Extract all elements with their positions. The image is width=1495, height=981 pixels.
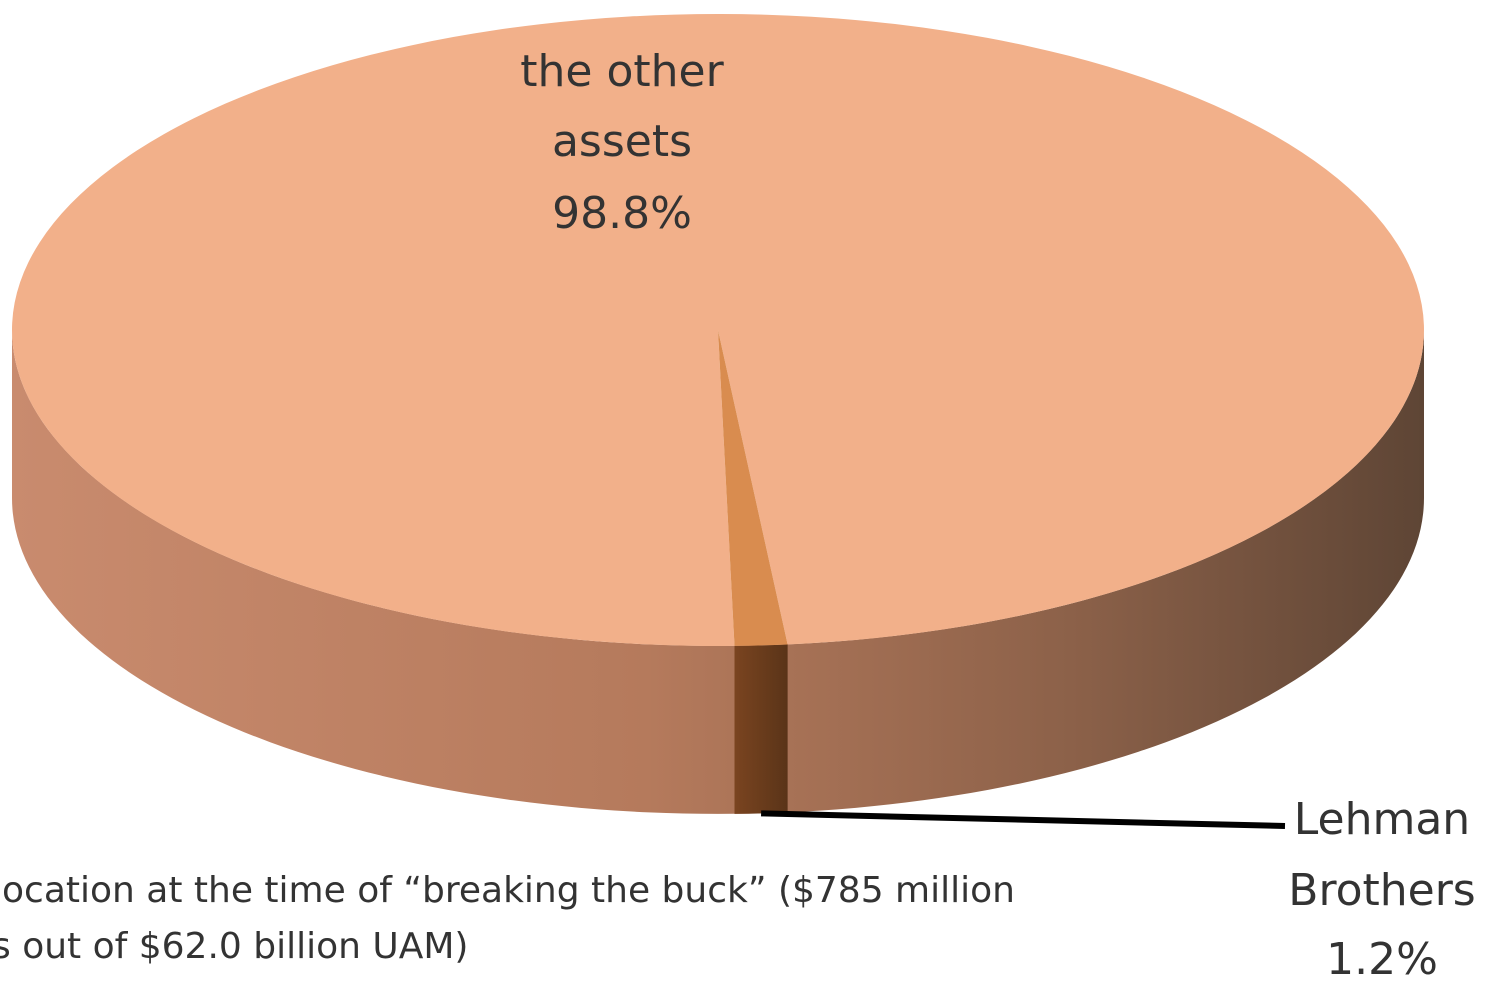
pie-side-main xyxy=(12,330,1424,814)
slice-label-other-assets-line2: assets xyxy=(552,116,692,167)
caption-line-2: s out of $62.0 billion UAM) xyxy=(0,926,468,967)
slice-label-lehman-line1: Lehman xyxy=(1294,794,1470,845)
pie-slice-other-assets xyxy=(11,14,1424,647)
slice-label-lehman-line2: Brothers xyxy=(1288,865,1475,916)
pie-side-lehman xyxy=(734,644,788,814)
slice-value-other-assets: 98.8% xyxy=(552,188,692,239)
caption-line-1: location at the time of “breaking the bu… xyxy=(0,870,1015,911)
pie-slice-lehman-brothers xyxy=(718,330,788,646)
slice-value-lehman: 1.2% xyxy=(1326,934,1438,981)
leader-line-lehman xyxy=(761,810,1286,829)
slice-label-other-assets-line1: the other xyxy=(520,46,724,97)
